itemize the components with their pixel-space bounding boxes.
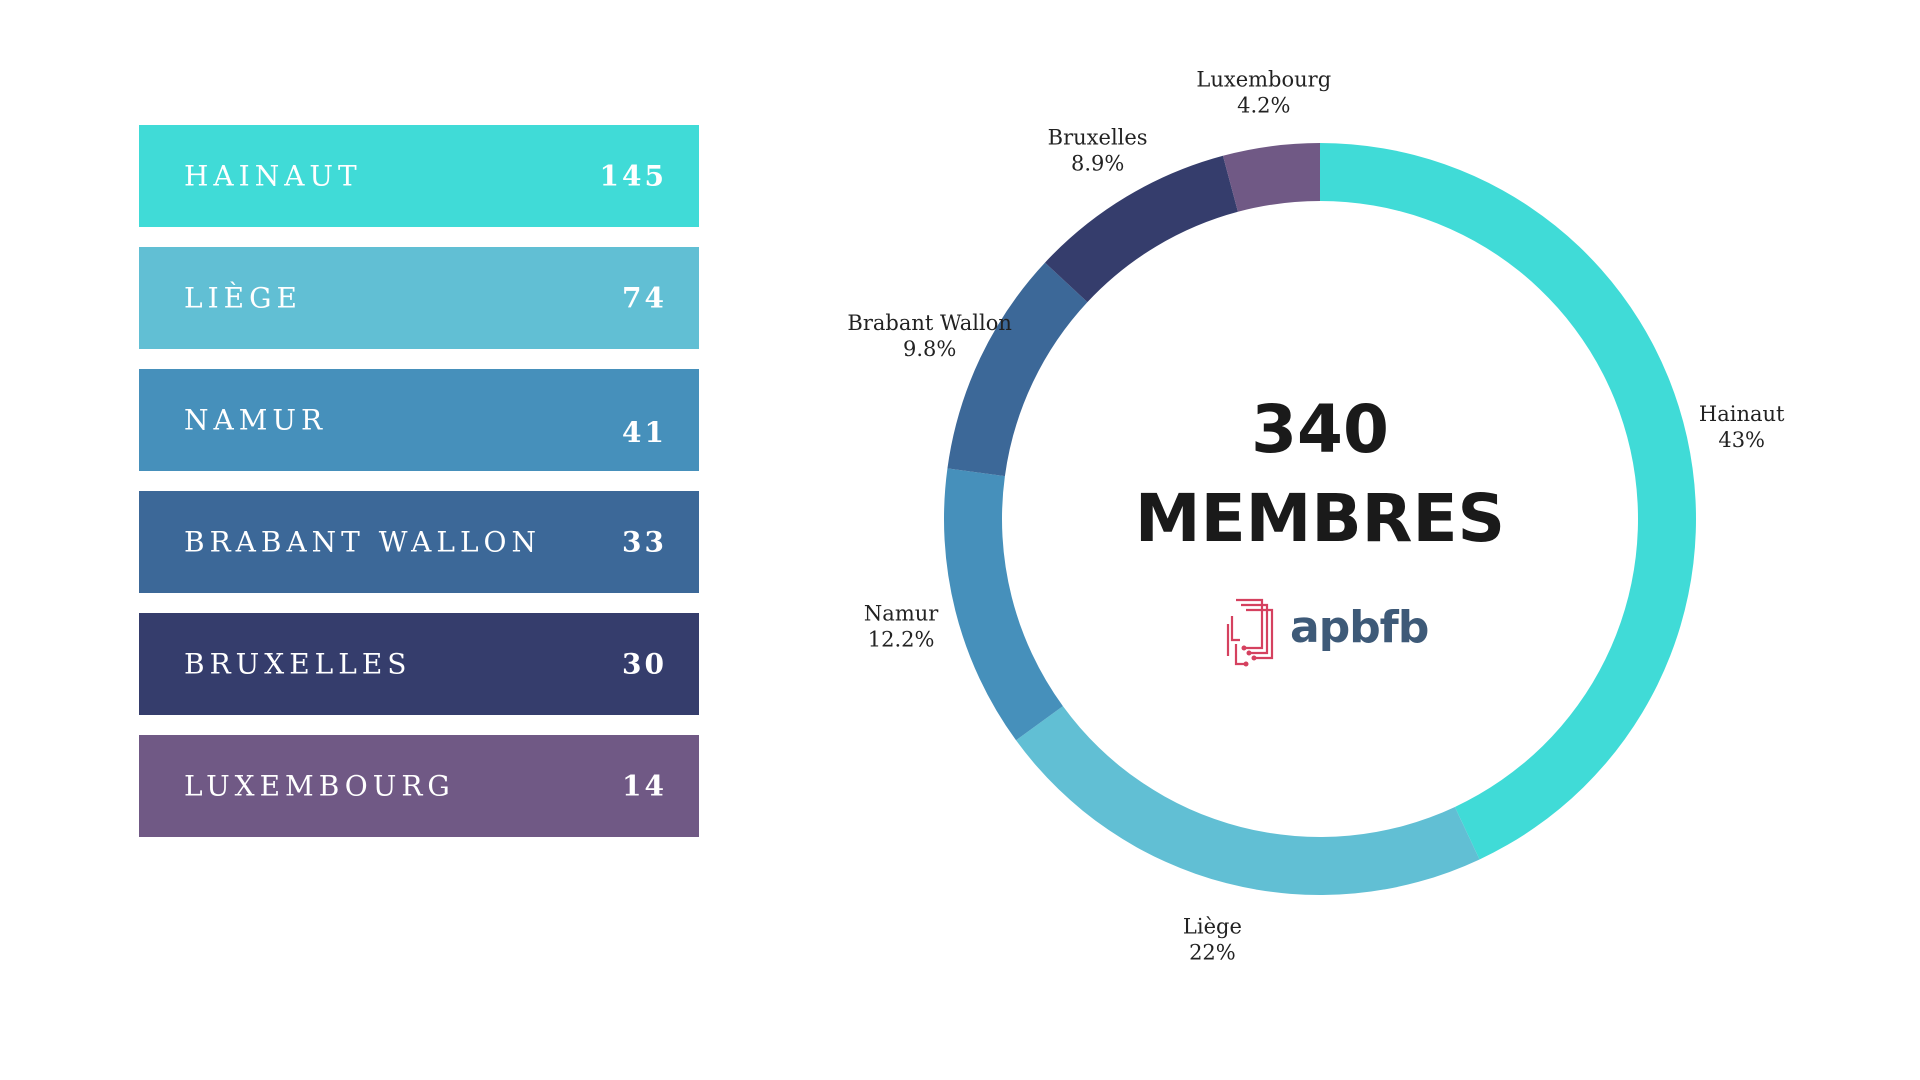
slice-label-hainaut: Hainaut 43% [1699, 402, 1785, 452]
region-bar-list: HAINAUT 145 LIÈGE 74 NAMUR 41 BRABANT WA… [139, 125, 699, 857]
bar-namur: NAMUR 41 [139, 369, 699, 471]
bar-label: BRUXELLES [184, 647, 412, 681]
donut-slice-namur [944, 468, 1063, 741]
donut-slice-hainaut [1320, 143, 1696, 860]
slice-category: Hainaut [1699, 402, 1785, 426]
slice-percent: 9.8% [903, 337, 956, 361]
donut-slice-luxembourg [1222, 143, 1320, 212]
slice-percent: 43% [1718, 428, 1765, 452]
bar-bruxelles: BRUXELLES 30 [139, 613, 699, 715]
slice-category: Luxembourg [1196, 68, 1331, 92]
bar-hainaut: HAINAUT 145 [139, 125, 699, 227]
slice-percent: 12.2% [868, 628, 935, 652]
slice-label-brabant-wallon: Brabant Wallon 9.8% [847, 311, 1011, 361]
bar-label: HAINAUT [184, 159, 362, 193]
logo-text: apbfb [1290, 602, 1429, 653]
slice-category: Bruxelles [1048, 126, 1148, 150]
slice-percent: 4.2% [1237, 94, 1290, 118]
donut-slice-bruxelles [1044, 155, 1238, 303]
bar-label: LIÈGE [184, 281, 302, 315]
bar-label: LUXEMBOURG [184, 769, 455, 803]
bar-value: 74 [622, 281, 667, 315]
bar-liege: LIÈGE 74 [139, 247, 699, 349]
bar-brabant-wallon: BRABANT WALLON 33 [139, 491, 699, 593]
slice-label-bruxelles: Bruxelles 8.9% [1048, 126, 1148, 176]
bar-value: 30 [622, 647, 667, 681]
bar-value: 33 [622, 525, 667, 559]
slice-label-namur: Namur 12.2% [864, 602, 939, 652]
bar-value: 145 [599, 159, 667, 193]
apbfb-logo-icon [1226, 598, 1274, 667]
bar-label: BRABANT WALLON [184, 525, 541, 559]
donut-center-total: 340 MEMBRES [1120, 385, 1520, 563]
apbfb-logo: apbfb [1222, 596, 1429, 670]
slice-label-luxembourg: Luxembourg 4.2% [1196, 68, 1331, 118]
member-unit-label: MEMBRES [1134, 480, 1506, 557]
bar-luxembourg: LUXEMBOURG 14 [139, 735, 699, 837]
bar-label: NAMUR [184, 403, 328, 437]
slice-category: Liège [1183, 914, 1242, 938]
slice-category: Brabant Wallon [847, 311, 1011, 335]
member-count: 340 [1251, 391, 1389, 468]
slice-percent: 22% [1189, 940, 1236, 964]
bar-value: 14 [622, 769, 667, 803]
donut-slice-liege [1016, 706, 1480, 895]
slice-percent: 8.9% [1071, 152, 1124, 176]
slice-label-liege: Liège 22% [1183, 914, 1242, 964]
donut-slice-brabant-wallon [947, 262, 1088, 477]
slice-category: Namur [864, 602, 939, 626]
bar-value: 41 [622, 416, 667, 449]
